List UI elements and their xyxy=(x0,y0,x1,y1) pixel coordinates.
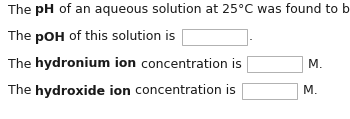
Text: hydroxide ion: hydroxide ion xyxy=(35,84,131,97)
Text: .: . xyxy=(248,30,252,44)
Text: concentration is: concentration is xyxy=(131,84,240,97)
Text: pOH: pOH xyxy=(35,30,65,44)
Text: of this solution is: of this solution is xyxy=(65,30,180,44)
Text: of an aqueous solution at 25°C was found to be: of an aqueous solution at 25°C was found… xyxy=(55,3,350,17)
Text: The: The xyxy=(8,3,35,17)
Text: concentration is: concentration is xyxy=(136,57,245,70)
Text: The: The xyxy=(8,84,35,97)
Text: The: The xyxy=(8,30,35,44)
Text: hydronium ion: hydronium ion xyxy=(35,57,136,70)
Text: The: The xyxy=(8,57,35,70)
Text: M.: M. xyxy=(299,84,318,97)
Text: M.: M. xyxy=(304,57,323,70)
Text: pH: pH xyxy=(35,3,55,17)
